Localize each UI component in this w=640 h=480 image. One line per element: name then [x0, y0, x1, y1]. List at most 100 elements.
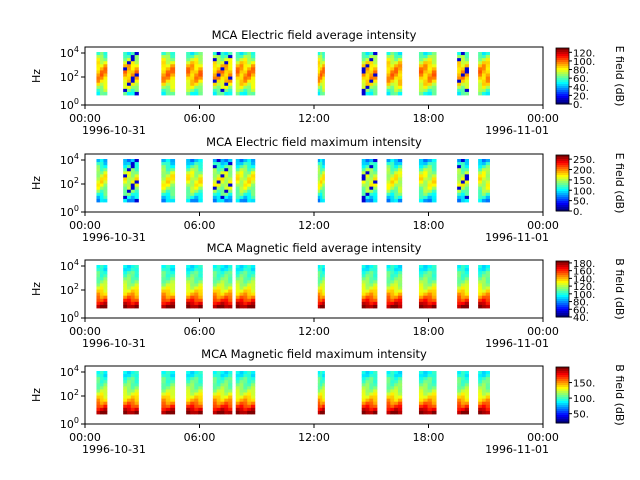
- colorbar-tick-label: 60.: [573, 305, 589, 316]
- colorbar-label: E field (dB): [613, 153, 626, 214]
- x-tick-label: 00:00: [69, 219, 101, 232]
- spectrogram-block: [418, 265, 437, 309]
- spectrogram-block: [96, 159, 108, 203]
- x-tick-label: 00:00: [527, 431, 559, 444]
- y-tick-label: 102: [60, 176, 79, 191]
- colorbar-label: B field (dB): [613, 364, 626, 425]
- x-tick-label: 00:00: [527, 325, 559, 338]
- spectrogram-block: [96, 371, 108, 415]
- spectrogram-block: [361, 159, 378, 203]
- x-tick-label: 18:00: [413, 219, 445, 232]
- y-tick-label: 104: [60, 258, 79, 273]
- spectrogram-block: [123, 159, 139, 203]
- x-tick-label: 12:00: [298, 219, 330, 232]
- colorbar-tick-label: 200.: [573, 166, 595, 177]
- x-tick-label: 00:00: [527, 219, 559, 232]
- colorbar-tick-label: 50.: [573, 197, 589, 208]
- x-tick-label: 12:00: [298, 325, 330, 338]
- colorbar-frame: [555, 366, 570, 424]
- x-tick-label: 18:00: [413, 112, 445, 125]
- colorbar-label: E field (dB): [613, 46, 626, 107]
- y-axis-label: Hz: [30, 282, 43, 296]
- colorbar-tick-label: 60.: [573, 74, 589, 85]
- y-tick-label: 102: [60, 282, 79, 297]
- spectrogram-block: [186, 371, 203, 415]
- spectrogram-block: [478, 371, 490, 415]
- colorbar: 40.60.80.100.120.140.160.180. B field (dB…: [555, 258, 626, 324]
- y-tick-label: 100: [60, 204, 79, 219]
- x-end-date: 1996-11-01: [485, 337, 549, 350]
- y-tick-label: 104: [60, 45, 79, 60]
- colorbar-tick-label: 80.: [573, 66, 589, 77]
- colorbar-tick-label: 100.: [573, 290, 595, 301]
- spectrogram-block: [317, 265, 325, 309]
- x-tick-label: 12:00: [298, 431, 330, 444]
- spectrogram-block: [235, 52, 256, 96]
- chart-panel-3: MCA Magnetic field average intensity1001…: [30, 241, 626, 350]
- colorbar-frame: [555, 154, 570, 212]
- colorbar-tick-label: 0.: [573, 100, 583, 111]
- x-tick-label: 06:00: [184, 112, 216, 125]
- y-tick-label: 102: [60, 388, 79, 403]
- chart-panel-2: MCA Electric field maximum intensity1001…: [30, 135, 626, 244]
- x-start-date: 1996-10-31: [82, 231, 146, 244]
- spectrogram-block: [478, 52, 490, 96]
- colorbar-tick-label: 40.: [573, 313, 589, 324]
- x-start-date: 1996-10-31: [82, 124, 146, 137]
- y-tick-label: 100: [60, 310, 79, 325]
- chart-title: MCA Magnetic field maximum intensity: [201, 347, 427, 361]
- chart-title: MCA Electric field maximum intensity: [206, 135, 422, 149]
- y-axis-label: Hz: [30, 69, 43, 83]
- colorbar-tick-label: 100.: [573, 186, 595, 197]
- spectrogram-block: [317, 159, 325, 203]
- spectrogram-block: [478, 159, 490, 203]
- colorbar-tick-label: 160.: [573, 267, 595, 278]
- spectrogram-block: [317, 52, 325, 96]
- chart-title: MCA Magnetic field average intensity: [207, 241, 422, 255]
- x-tick-label: 00:00: [69, 431, 101, 444]
- x-start-date: 1996-10-31: [82, 337, 146, 350]
- spectrogram-block: [361, 371, 378, 415]
- colorbar-label: B field (dB): [613, 258, 626, 319]
- y-tick-label: 100: [60, 97, 79, 112]
- colorbar-tick-label: 150.: [573, 379, 595, 390]
- spectrogram-block: [161, 159, 176, 203]
- colorbar-frame: [555, 260, 570, 318]
- colorbar-tick-label: 180.: [573, 259, 595, 270]
- spectrogram-block: [478, 265, 490, 309]
- colorbar-tick-label: 250.: [573, 155, 595, 166]
- spectrogram-block: [212, 52, 233, 96]
- plot-area: [84, 153, 544, 213]
- x-end-date: 1996-11-01: [485, 231, 549, 244]
- spectrogram-block: [235, 371, 256, 415]
- colorbar: 50. 100. 150. B field (dB): [555, 364, 626, 426]
- x-end-date: 1996-11-01: [485, 124, 549, 137]
- y-tick-label: 100: [60, 416, 79, 431]
- spectrogram-block: [361, 52, 378, 96]
- spectrogram-block: [96, 52, 108, 96]
- chart-panel-1: MCA Electric field average intensity1001…: [30, 28, 626, 137]
- x-tick-label: 00:00: [69, 112, 101, 125]
- colorbar: 0.50.100.150.200.250. E field (dB): [555, 153, 626, 218]
- colorbar-tick-label: 50.: [573, 410, 589, 421]
- chart-title: MCA Electric field average intensity: [212, 28, 417, 42]
- spectrogram-block: [386, 371, 403, 415]
- spectrogram-block: [457, 265, 469, 309]
- spectrogram-block: [235, 159, 256, 203]
- spectrogram-block: [457, 159, 469, 203]
- spectrogram-block: [123, 52, 139, 96]
- x-tick-label: 06:00: [184, 219, 216, 232]
- colorbar-tick-label: 120.: [573, 282, 595, 293]
- spectrogram-block: [123, 371, 139, 415]
- x-tick-label: 06:00: [184, 325, 216, 338]
- spectrogram-block: [386, 52, 403, 96]
- colorbar-frame: [555, 47, 570, 105]
- plot-area: [84, 259, 544, 319]
- chart-panel-4: MCA Magnetic field maximum intensity 100 1…: [30, 347, 626, 456]
- spectrogram-block: [386, 265, 403, 309]
- spectrogram-block: [161, 52, 176, 96]
- x-tick-label: 18:00: [413, 431, 445, 444]
- colorbar-tick-label: 120.: [573, 48, 595, 59]
- spectrogram-block: [96, 265, 108, 309]
